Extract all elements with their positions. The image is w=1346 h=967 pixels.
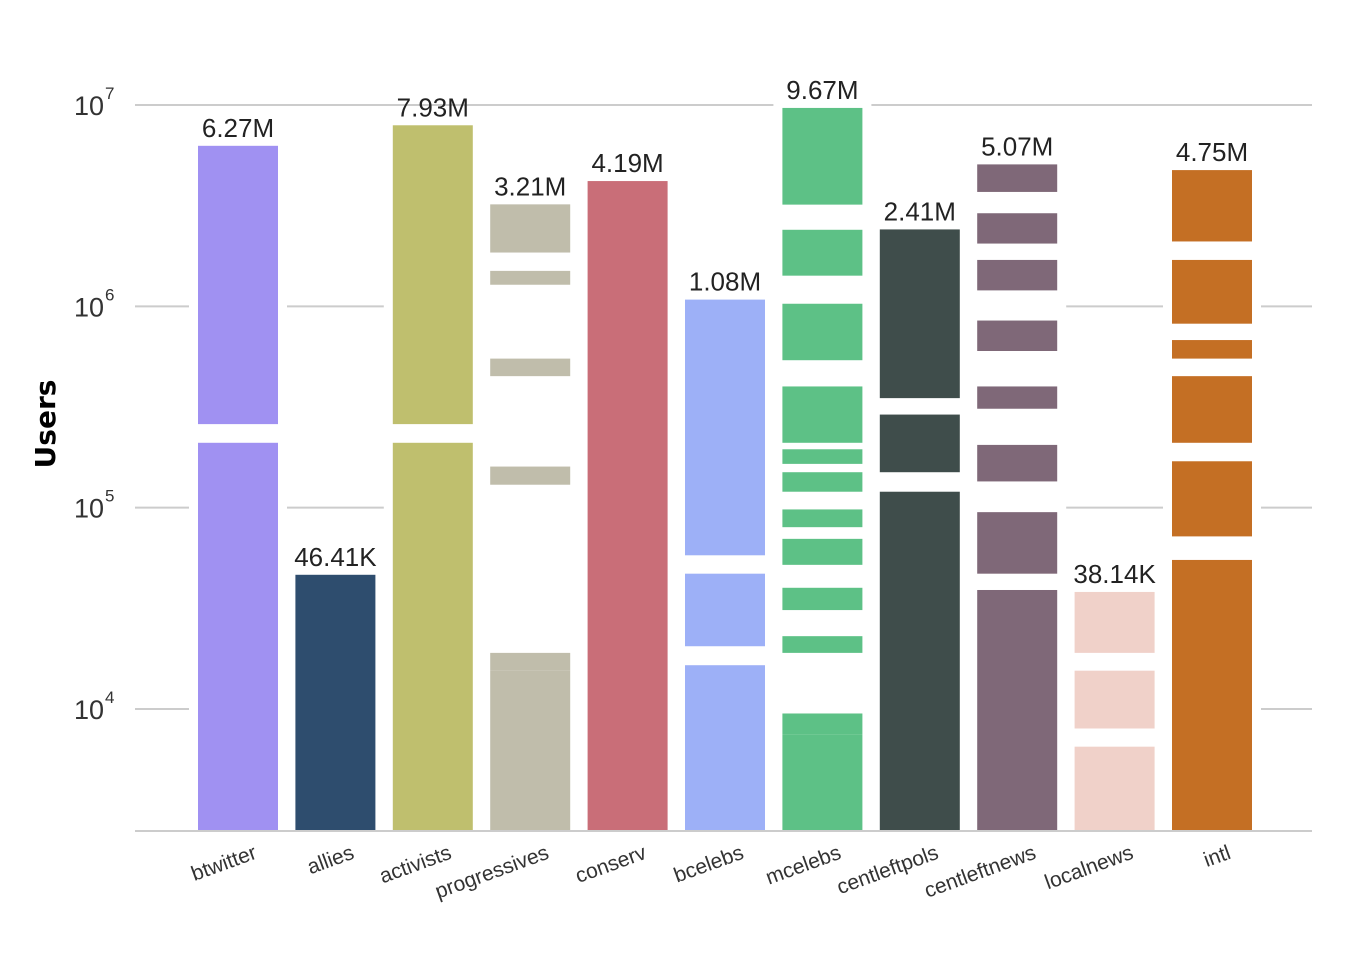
bar-progressives-segment-6 (490, 670, 571, 831)
bar-intl-segment-2 (1172, 259, 1252, 324)
bar-centleftnews-segment-1 (977, 164, 1058, 192)
bar-intl-segment-4 (1172, 376, 1252, 443)
bar-background (773, 99, 872, 831)
svg-text:10: 10 (74, 91, 104, 121)
x-tick-allies: allies (304, 841, 357, 879)
bar-progressives-segment-3 (490, 358, 571, 377)
bar-progressives-segment-5 (490, 652, 571, 671)
bar-bcelebs-segment-2 (685, 573, 765, 647)
value-label-centleftnews: 5.07M (981, 131, 1053, 161)
bar-mcelebs-segment-5 (782, 449, 863, 464)
svg-text:4: 4 (105, 688, 114, 707)
bar-activists-segment-2 (392, 442, 473, 831)
x-tick-bcelebs: bcelebs (671, 841, 747, 887)
svg-text:10: 10 (74, 292, 104, 322)
bar-mcelebs-segment-12 (782, 734, 863, 831)
bar-mcelebs-segment-7 (782, 509, 863, 528)
bar-allies (295, 574, 376, 831)
x-tick-progressives: progressives (432, 841, 552, 903)
svg-text:10: 10 (74, 695, 104, 725)
y-tick-label: 10 6 (74, 285, 115, 322)
bar-centleftnews-segment-4 (977, 320, 1058, 351)
bar-localnews-segment-2 (1074, 670, 1155, 729)
bar-mcelebs-segment-3 (782, 303, 863, 361)
x-tick-conserv: conserv (572, 841, 649, 888)
bar-localnews-segment-3 (1074, 746, 1155, 831)
bar-mcelebs-segment-9 (782, 587, 863, 611)
bar-mcelebs-segment-8 (782, 538, 863, 565)
bar-btwitter-segment-1 (198, 145, 278, 425)
bar-mcelebs-segment-4 (782, 386, 863, 443)
bar-centleftnews-segment-5 (977, 386, 1058, 409)
y-tick-label: 10 4 (74, 688, 115, 725)
bar-mcelebs-segment-1 (782, 107, 863, 205)
bar-centleftnews-segment-6 (977, 444, 1058, 482)
y-tick-label: 10 7 (74, 84, 115, 121)
value-label-conserv: 4.19M (591, 148, 663, 178)
value-label-bcelebs: 1.08M (689, 267, 761, 297)
bar-intl-segment-6 (1172, 559, 1252, 831)
bar-progressives-segment-4 (490, 466, 571, 485)
bar-mcelebs-segment-6 (782, 472, 863, 492)
value-label-intl: 4.75M (1176, 137, 1248, 167)
bar-intl-segment-1 (1172, 170, 1252, 242)
value-label-localnews: 38.14K (1073, 559, 1156, 589)
value-labels: 6.27M 46.41K 7.93M 3.21M 4.19M 1.08M 9.67M 2.41… (202, 75, 1248, 589)
bar-localnews-segment-1 (1074, 591, 1155, 653)
bar-mcelebs-segment-10 (782, 636, 863, 653)
x-tick-localnews: localnews (1042, 841, 1137, 894)
svg-text:5: 5 (105, 487, 114, 506)
value-label-mcelebs: 9.67M (786, 75, 858, 105)
bar-centleftnews-segment-7 (977, 512, 1058, 574)
bar-centleftpols-segment-1 (879, 229, 960, 399)
value-label-activists: 7.93M (397, 92, 469, 122)
bar-mcelebs-segment-2 (782, 229, 863, 276)
bar-progressives-segment-1 (490, 204, 571, 253)
bar-activists-segment-1 (392, 125, 473, 425)
x-tick-intl: intl (1201, 841, 1234, 872)
bar-progressives-segment-2 (490, 270, 571, 285)
bar-bcelebs-segment-1 (685, 299, 765, 556)
bar-centleftpols-segment-3 (879, 491, 960, 831)
bar-mcelebs-segment-11 (782, 713, 863, 735)
bar-intl-segment-3 (1172, 340, 1252, 359)
value-label-allies: 46.41K (294, 542, 377, 572)
x-tick-centleftnews: centleftnews (921, 841, 1039, 903)
value-label-centleftpols: 2.41M (884, 196, 956, 226)
bar-bcelebs-segment-3 (685, 665, 765, 831)
bar-conserv (587, 181, 668, 831)
y-tick-label: 10 5 (74, 487, 115, 524)
svg-text:7: 7 (105, 84, 114, 103)
value-label-btwitter: 6.27M (202, 113, 274, 143)
bars (189, 99, 1261, 832)
bar-centleftnews-segment-3 (977, 259, 1058, 291)
bar-centleftnews-segment-2 (977, 213, 1058, 244)
bar-centleftpols-segment-2 (879, 414, 960, 473)
value-label-progressives: 3.21M (494, 171, 566, 201)
svg-text:10: 10 (74, 494, 104, 524)
x-tick-btwitter: btwitter (188, 841, 259, 886)
x-tick-mcelebs: mcelebs (763, 841, 844, 889)
bar-centleftnews-segment-8 (977, 589, 1058, 831)
svg-text:6: 6 (105, 285, 114, 304)
bar-intl-segment-5 (1172, 461, 1252, 537)
y-axis-label: Users (29, 380, 62, 469)
bar-btwitter-segment-2 (198, 442, 278, 831)
